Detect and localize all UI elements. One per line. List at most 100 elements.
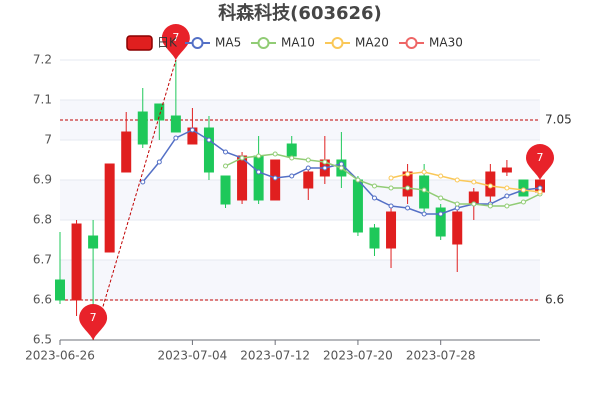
y-tick-label: 6.9 [33,173,52,187]
ma-point [487,183,493,189]
candle-body [303,171,314,189]
pin-label: 7 [537,151,544,164]
ma-point [322,165,328,171]
ma-point [421,211,427,217]
candle-body [452,211,463,245]
ma-point [305,165,311,171]
legend-swatch [257,37,270,49]
ma-point [520,187,526,193]
y-tick-label: 6.5 [33,333,52,347]
legend-label: MA5 [215,36,241,50]
x-tick-label: 2023-07-28 [406,349,476,363]
ma-line [225,153,541,207]
ma-point [421,169,427,175]
candle-body [71,223,82,301]
ma-point [405,185,411,191]
plot-band [60,180,540,220]
ma-point [405,205,411,211]
y-tick-label: 6.7 [33,253,52,267]
pin-label: 7 [172,31,179,44]
ma-point [355,177,361,183]
ma-point [272,151,278,157]
ma-point [388,185,394,191]
pin-marker [526,144,554,180]
candle-body [121,131,132,173]
legend-label: MA20 [355,36,389,50]
y-tick-label: 6.8 [33,213,52,227]
ma-point [256,153,262,159]
ma-point [173,135,179,141]
min-max-connector [92,59,177,341]
ma-point [438,173,444,179]
x-tick-label: 2023-07-12 [240,349,310,363]
candle-body [435,207,446,237]
candle-body [55,279,65,301]
candle-body [352,179,363,233]
candle-body [137,111,148,145]
ma-point [223,149,229,155]
ma-point [388,175,394,181]
ma-point [454,205,460,211]
ma-point [471,179,477,185]
candle-body [154,103,165,121]
ma-point [454,177,460,183]
plot-band [60,260,540,300]
ma-point [140,179,146,185]
ma-point [256,169,262,175]
ma-point [338,165,344,171]
y-tick-label: 6.6 [33,293,52,307]
candle-body [220,175,231,205]
pin-marker [79,304,108,340]
x-tick-label: 2023-06-26 [25,349,95,363]
ma-point [454,201,460,207]
candle-body [253,155,264,201]
ma-point [239,155,245,161]
ma-point [421,187,427,193]
ma-point [189,127,195,133]
ma-point [156,159,162,165]
candle-body [501,167,512,173]
ma-point [405,171,411,177]
legend-swatch [191,37,204,49]
ma-point [388,203,394,209]
legend-label: MA30 [429,36,463,50]
ma-point [305,157,311,163]
candle-body [286,143,297,157]
candle-body [386,211,397,249]
reference-label: 6.6 [545,293,564,307]
ma-point [223,163,229,169]
ma-point [504,185,510,191]
candle-body [170,115,181,133]
legend-swatch [405,37,418,49]
legend-label: 日K [157,36,178,50]
ma-line [390,171,541,193]
candle-body [104,163,115,253]
y-tick-label: 7.1 [33,93,52,107]
legend-swatch [126,35,153,51]
ma-point [487,203,493,209]
legend-swatch [331,37,344,49]
pin-marker [161,24,190,61]
chart-title: 科森科技(603626) [218,2,382,24]
ma-point [504,193,510,199]
candle-body [88,235,99,249]
ma-point [371,183,377,189]
ma-point [471,201,477,207]
ma-point [289,173,295,179]
ma-point [322,159,328,165]
ma-point [438,195,444,201]
ma-point [289,155,295,161]
x-tick-label: 2023-07-20 [323,349,393,363]
ma-point [438,211,444,217]
y-tick-label: 7.2 [33,53,52,67]
ma-point [537,189,543,195]
candle-body [203,127,214,173]
reference-label: 7.05 [545,113,572,127]
legend-label: MA10 [281,36,315,50]
x-tick-label: 2023-07-04 [158,349,228,363]
ma-point [371,195,377,201]
ma-point [504,203,510,209]
pin-label: 7 [90,311,97,324]
ma-point [338,161,344,167]
